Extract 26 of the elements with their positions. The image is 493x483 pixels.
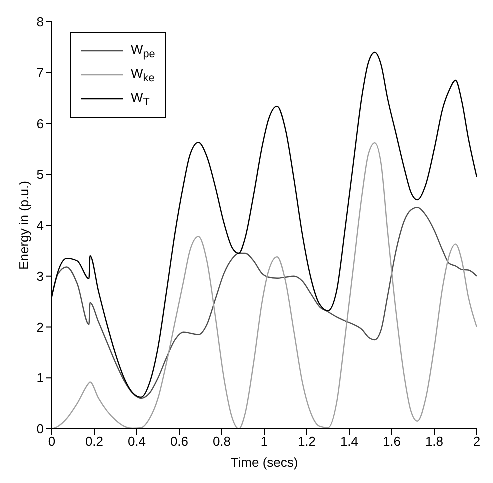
y-tick-label: 6 [36, 116, 44, 132]
x-tick-label: 1.6 [382, 434, 402, 450]
x-tick-label: 0.6 [170, 434, 189, 450]
x-tick-label: 0.2 [85, 434, 104, 450]
line-series [52, 207, 477, 400]
x-tick-label: 1.2 [298, 434, 316, 450]
legend-label: W$_{pe}$ [131, 42, 156, 60]
y-tick-label: 0 [36, 422, 44, 437]
x-tick-label: 0 [48, 434, 56, 450]
y-tick-label: 2 [36, 320, 44, 335]
y-tick-label: 7 [36, 65, 44, 80]
y-tick-label: 4 [36, 218, 44, 234]
x-tick-label: 0.8 [212, 434, 232, 450]
x-tick-label: 1.8 [425, 434, 444, 450]
x-tick-label: 2 [473, 434, 481, 450]
x-tick-label: 1 [260, 434, 268, 450]
y-tick-label: 1 [36, 370, 44, 386]
y-tick-label: 5 [36, 167, 44, 182]
x-tick-label: 0.4 [128, 434, 146, 450]
y-axis-title: Energy in (p.u.) [16, 181, 32, 270]
y-tick-label: 8 [36, 14, 44, 30]
x-axis-title: Time (secs) [230, 455, 298, 470]
y-tick-label: 3 [36, 268, 44, 284]
legend-label: W$_{ke}$ [131, 66, 155, 84]
legend-label: W$_{T}$ [131, 90, 150, 108]
x-tick-label: 1.4 [340, 434, 359, 450]
